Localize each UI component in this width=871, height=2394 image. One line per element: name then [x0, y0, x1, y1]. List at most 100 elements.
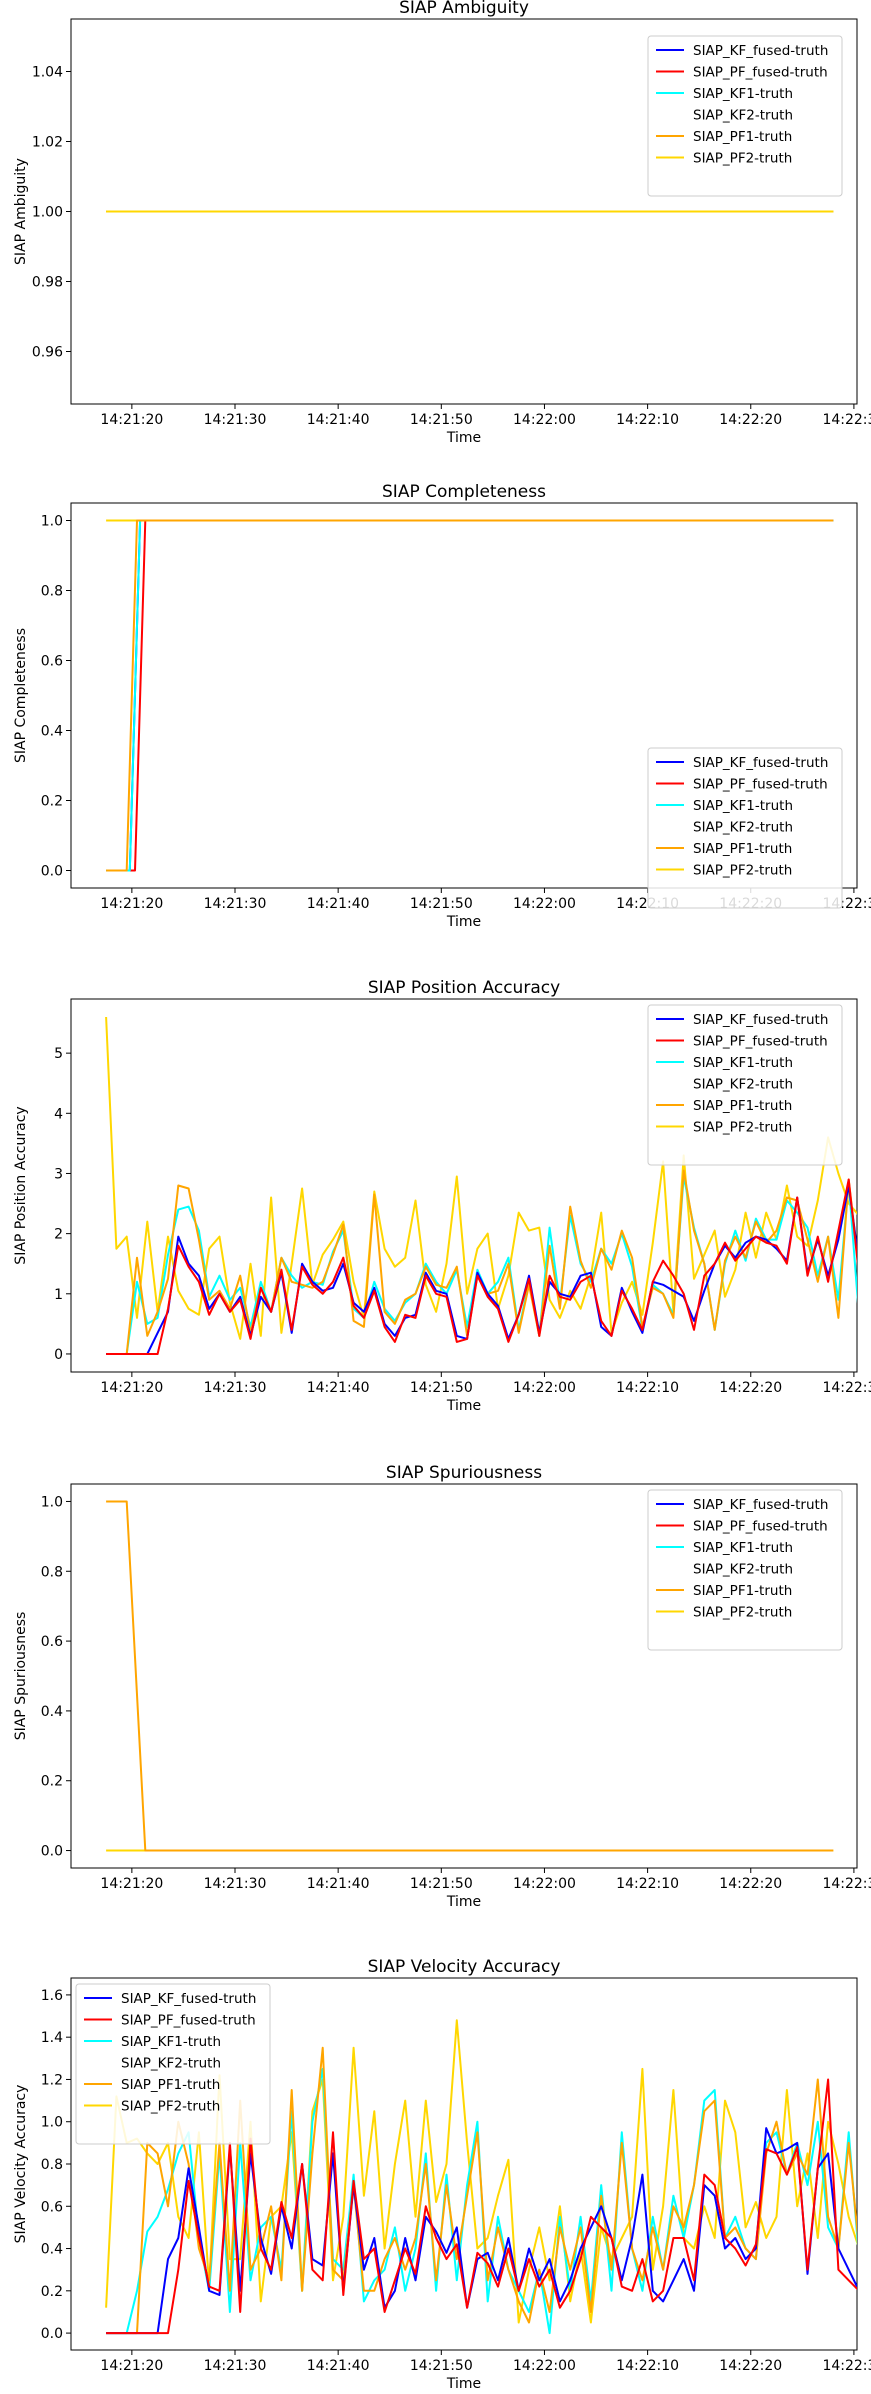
- series-group: [105, 1016, 857, 1355]
- y-tick-label: 0.6: [41, 1634, 63, 1650]
- y-tick-label: 1: [54, 1287, 63, 1303]
- x-tick-label: 14:21:20: [100, 1876, 163, 1892]
- y-tick-label: 2: [54, 1227, 63, 1243]
- y-tick-label: 0.6: [41, 654, 63, 670]
- x-tick-label: 14:22:20: [719, 2358, 782, 2374]
- y-tick-label: 1.0: [41, 1494, 63, 1510]
- y-tick-label: 1.6: [41, 1988, 63, 2004]
- y-tick-label: 1.02: [32, 135, 63, 151]
- legend-label: SIAP_KF2-truth: [693, 1562, 793, 1578]
- series-group: [106, 1500, 834, 1852]
- legend-label: SIAP_PF2-truth: [693, 863, 792, 879]
- legend-label: SIAP_PF2-truth: [121, 2099, 220, 2115]
- legend-label: SIAP_KF1-truth: [693, 1055, 793, 1071]
- y-tick-label: 0.8: [41, 584, 63, 600]
- x-tick-label: 14:21:40: [307, 1380, 370, 1396]
- chart-panel-5: 14:21:20 14:21:30 14:21:40 14:21:50 14:22:00…: [13, 1957, 871, 2392]
- legend-box: [647, 747, 843, 909]
- y-tick-label: 5: [54, 1046, 63, 1062]
- y-tick-label: 0.2: [41, 794, 63, 810]
- legend-label: SIAP_PF1-truth: [693, 1583, 792, 1599]
- x-tick-label: 14:21:20: [100, 896, 163, 912]
- legend-label: SIAP_PF1-truth: [693, 1098, 792, 1114]
- series-line-siap-pf2-truth: [105, 1016, 857, 1340]
- series-line-siap-pf1-truth: [106, 1500, 834, 1852]
- x-tick-label: 14:21:40: [307, 2358, 370, 2374]
- x-tick-label: 14:22:00: [513, 1876, 576, 1892]
- y-axis-label: SIAP Spuriousness: [13, 1612, 29, 1741]
- series-line-siap-pf-fused-truth: [106, 1178, 857, 1355]
- legend-label: SIAP_KF1-truth: [121, 2034, 221, 2050]
- y-tick-label: 1.0: [41, 514, 63, 530]
- x-tick-label: 14:22:30: [822, 1876, 871, 1892]
- legend-box: [647, 35, 843, 197]
- x-axis-label: Time: [446, 914, 481, 930]
- series-line-siap-kf1-truth: [106, 2067, 857, 2335]
- x-tick-label: 14:21:50: [410, 896, 473, 912]
- y-axis-label: SIAP Position Accuracy: [13, 1106, 29, 1264]
- chart-panel-2: 14:21:20 14:21:30 14:21:40 14:21:50 14:22:00…: [13, 482, 871, 930]
- y-tick-label: 1.4: [41, 2030, 63, 2046]
- legend-label: SIAP_KF_fused-truth: [693, 43, 828, 59]
- x-tick-label: 14:21:30: [204, 412, 267, 428]
- series-group: [106, 519, 834, 872]
- y-tick-label: 0.0: [41, 1844, 63, 1860]
- legend-box: [647, 1004, 843, 1166]
- chart-title: SIAP Velocity Accuracy: [368, 1957, 561, 1977]
- y-tick-label: 0.4: [41, 2242, 63, 2258]
- y-tick-label: 0.4: [41, 1704, 63, 1720]
- legend-label: SIAP_KF_fused-truth: [121, 1991, 256, 2007]
- y-tick-label: 4: [54, 1106, 63, 1122]
- y-tick-label: 0.8: [41, 1564, 63, 1580]
- x-tick-label: 14:22:20: [719, 412, 782, 428]
- x-tick-label: 14:22:10: [616, 1876, 679, 1892]
- x-tick-label: 14:22:10: [616, 1380, 679, 1396]
- legend-label: SIAP_KF_fused-truth: [693, 1497, 828, 1513]
- y-tick-label: 0.8: [41, 2157, 63, 2173]
- x-tick-label: 14:21:50: [410, 1876, 473, 1892]
- x-tick-label: 14:21:40: [307, 1876, 370, 1892]
- legend-label: SIAP_KF1-truth: [693, 798, 793, 814]
- series-line-siap-pf1-truth: [106, 519, 834, 872]
- y-tick-label: 0.4: [41, 724, 63, 740]
- x-axis-label: Time: [446, 1894, 481, 1910]
- x-tick-label: 14:21:40: [307, 896, 370, 912]
- legend-label: SIAP_PF2-truth: [693, 151, 792, 167]
- x-tick-label: 14:22:20: [719, 1876, 782, 1892]
- legend-label: SIAP_KF_fused-truth: [693, 1012, 828, 1028]
- series-line-siap-pf-fused-truth: [106, 2078, 857, 2335]
- x-tick-label: 14:22:10: [616, 412, 679, 428]
- x-tick-label: 14:22:00: [513, 896, 576, 912]
- x-tick-label: 14:21:50: [410, 2358, 473, 2374]
- legend-label: SIAP_PF2-truth: [693, 1120, 792, 1136]
- chart-panel-1: 14:21:20 14:21:30 14:21:40 14:21:50 14:22:00…: [13, 0, 871, 446]
- x-tick-label: 14:21:20: [100, 2358, 163, 2374]
- chart-panel-4: 14:21:20 14:21:30 14:21:40 14:21:50 14:22:00…: [13, 1463, 871, 1910]
- y-tick-label: 0.2: [41, 2284, 63, 2300]
- chart-legend: SIAP_KF_fused-truth SIAP_PF_fused-truth SI…: [647, 1489, 843, 1651]
- y-tick-label: 0.2: [41, 1774, 63, 1790]
- chart-panel-3: 14:21:20 14:21:30 14:21:40 14:21:50 14:22:00…: [13, 978, 871, 1414]
- chart-title: SIAP Position Accuracy: [368, 978, 560, 998]
- legend-label: SIAP_KF2-truth: [693, 1077, 793, 1093]
- chart-title: SIAP Ambiguity: [399, 0, 529, 18]
- x-tick-label: 14:21:30: [204, 1380, 267, 1396]
- legend-label: SIAP_PF2-truth: [693, 1605, 792, 1621]
- x-axis-label: Time: [446, 430, 481, 446]
- x-tick-label: 14:21:30: [204, 896, 267, 912]
- x-tick-label: 14:21:50: [410, 1380, 473, 1396]
- y-axis-label: SIAP Ambiguity: [13, 158, 29, 265]
- legend-label: SIAP_PF1-truth: [121, 2077, 220, 2093]
- y-tick-label: 1.00: [32, 205, 63, 221]
- legend-box: [75, 1983, 271, 2145]
- legend-label: SIAP_KF2-truth: [121, 2056, 221, 2072]
- y-axis-label: SIAP Completeness: [13, 628, 29, 763]
- x-tick-label: 14:22:30: [822, 412, 871, 428]
- legend-label: SIAP_PF1-truth: [693, 129, 792, 145]
- y-tick-label: 0.96: [32, 345, 63, 361]
- legend-label: SIAP_KF_fused-truth: [693, 755, 828, 771]
- x-axis-label: Time: [446, 1398, 481, 1414]
- x-tick-label: 14:22:10: [616, 2358, 679, 2374]
- legend-label: SIAP_KF2-truth: [693, 820, 793, 836]
- y-tick-label: 0.6: [41, 2199, 63, 2215]
